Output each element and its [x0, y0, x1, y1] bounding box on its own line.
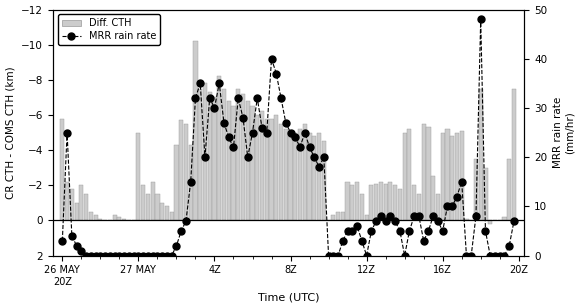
Bar	[93, 215, 97, 221]
Bar	[340, 212, 345, 221]
Bar	[436, 194, 440, 221]
Bar	[441, 132, 445, 221]
Bar	[151, 182, 155, 221]
Bar	[407, 129, 411, 221]
Bar	[288, 132, 293, 221]
Bar	[251, 106, 255, 221]
Bar	[507, 159, 512, 221]
Bar	[113, 215, 117, 221]
Bar	[60, 119, 64, 221]
Bar	[312, 136, 317, 221]
Bar	[279, 124, 283, 221]
Bar	[512, 89, 516, 221]
Bar	[70, 189, 74, 221]
Bar	[364, 215, 369, 221]
Bar	[74, 203, 79, 221]
Bar	[317, 132, 321, 221]
Bar	[459, 131, 464, 221]
Bar	[117, 217, 121, 221]
Bar	[346, 182, 350, 221]
Bar	[274, 115, 278, 221]
Y-axis label: CR CTH - COMS CTH (km): CR CTH - COMS CTH (km)	[6, 66, 16, 199]
Bar	[146, 194, 150, 221]
Bar	[355, 182, 359, 221]
Bar	[374, 184, 378, 221]
Bar	[184, 124, 188, 221]
Bar	[222, 89, 226, 221]
Bar	[264, 119, 269, 221]
Bar	[417, 194, 421, 221]
Bar	[203, 83, 207, 221]
Bar	[303, 124, 307, 221]
Bar	[179, 120, 183, 221]
Bar	[307, 132, 311, 221]
Bar	[208, 92, 212, 221]
Bar	[255, 115, 259, 221]
Bar	[350, 185, 354, 221]
Bar	[231, 106, 235, 221]
Bar	[165, 206, 169, 221]
Bar	[474, 159, 478, 221]
Bar	[450, 136, 454, 221]
Bar	[298, 129, 302, 221]
Bar	[198, 89, 202, 221]
X-axis label: Time (UTC): Time (UTC)	[258, 292, 320, 302]
Bar	[246, 101, 250, 221]
Bar	[65, 182, 69, 221]
Bar	[160, 203, 164, 221]
Bar	[169, 212, 174, 221]
Bar	[412, 185, 416, 221]
Bar	[331, 215, 335, 221]
Bar	[379, 182, 383, 221]
Bar	[426, 127, 430, 221]
Bar	[336, 212, 340, 221]
Bar	[445, 129, 450, 221]
Bar	[141, 185, 145, 221]
Bar	[193, 41, 198, 221]
Bar	[217, 76, 222, 221]
Bar	[393, 185, 397, 221]
Bar	[465, 219, 469, 221]
Bar	[188, 145, 193, 221]
Bar	[122, 219, 126, 221]
Bar	[236, 89, 240, 221]
Y-axis label: MRR rain rate
(mm/hr): MRR rain rate (mm/hr)	[553, 97, 574, 168]
Bar	[227, 101, 231, 221]
Bar	[89, 212, 93, 221]
Legend: Diff. CTH, MRR rain rate: Diff. CTH, MRR rain rate	[57, 14, 160, 45]
Bar	[403, 132, 407, 221]
Bar	[455, 132, 459, 221]
Bar	[175, 145, 179, 221]
Bar	[398, 189, 402, 221]
Bar	[241, 94, 245, 221]
Bar	[212, 97, 216, 221]
Bar	[136, 132, 140, 221]
Bar	[79, 185, 84, 221]
Bar	[98, 219, 103, 221]
Bar	[270, 119, 274, 221]
Bar	[388, 182, 393, 221]
Bar	[284, 129, 288, 221]
Bar	[469, 220, 473, 221]
Bar	[369, 185, 374, 221]
Bar	[478, 89, 483, 221]
Bar	[383, 184, 387, 221]
Bar	[422, 124, 426, 221]
Bar	[155, 194, 160, 221]
Bar	[502, 217, 506, 221]
Bar	[431, 176, 435, 221]
Bar	[260, 111, 264, 221]
Bar	[84, 194, 88, 221]
Bar	[488, 221, 492, 224]
Bar	[483, 168, 488, 221]
Bar	[322, 141, 326, 221]
Bar	[360, 194, 364, 221]
Bar	[293, 132, 298, 221]
